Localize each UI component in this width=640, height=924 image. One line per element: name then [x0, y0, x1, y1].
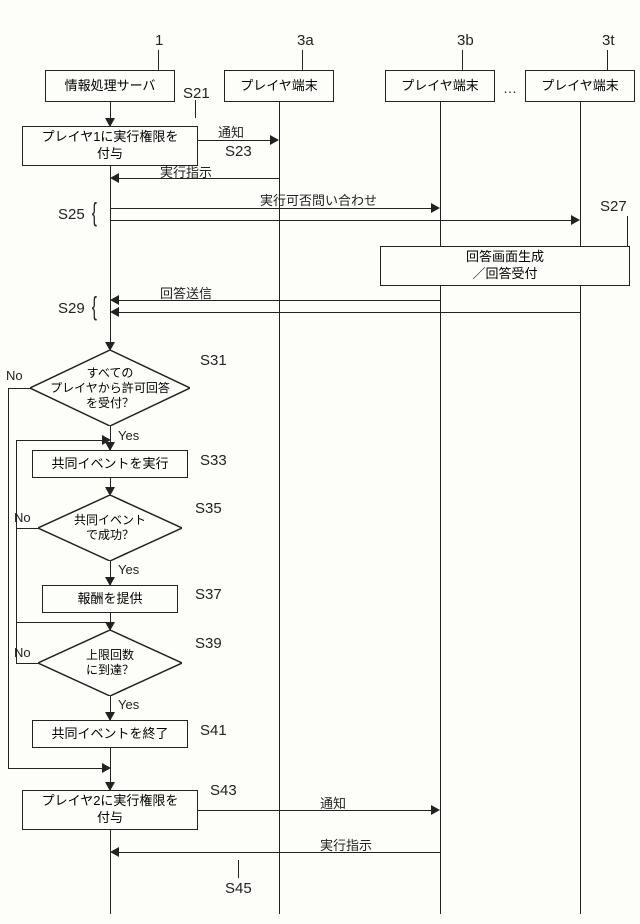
arrow-head	[270, 135, 279, 145]
leader	[158, 50, 159, 70]
leader-s21	[195, 100, 196, 118]
arrow-head	[431, 203, 440, 213]
arrow-head	[102, 763, 111, 773]
no-s35-h2	[16, 622, 110, 623]
arrow-instruct2	[119, 852, 440, 853]
no-s39-h	[16, 663, 38, 664]
lifeline-pt	[580, 102, 581, 914]
leader	[607, 50, 608, 70]
arrow-reply-pt	[119, 312, 580, 313]
no-s31-h	[8, 388, 30, 389]
actor-pt-box: プレイヤ端末	[525, 70, 635, 102]
no-s31-h2	[8, 768, 102, 769]
arrow-head	[105, 577, 115, 586]
arrow-head	[105, 487, 115, 496]
diamond-s35	[38, 495, 182, 561]
msg-instruct2: 実行指示	[320, 835, 372, 854]
arrow-head	[110, 173, 119, 183]
step-s37: S37	[195, 586, 222, 603]
arrow-head	[105, 342, 115, 351]
box-grant1: プレイヤ1に実行権限を付与	[22, 126, 198, 166]
brace-s29: {	[92, 293, 97, 319]
diamond-s31	[30, 350, 190, 426]
arrow-head	[110, 847, 119, 857]
arrow-notify2	[198, 810, 431, 811]
actor-server-num: 1	[155, 32, 163, 49]
arrow-head	[110, 307, 119, 317]
yes-s39: Yes	[118, 697, 139, 712]
actor-server-box: 情報処理サーバ	[45, 70, 175, 102]
step-s25: S25	[58, 206, 85, 223]
yes-s35: Yes	[118, 562, 139, 577]
actor-p2-num: 3b	[457, 32, 474, 49]
msg-instruct1: 実行指示	[160, 162, 212, 181]
arrow-head	[105, 782, 115, 791]
no-s31: No	[6, 368, 23, 383]
arrow-head	[105, 118, 115, 127]
msg-query: 実行可否問い合わせ	[260, 190, 377, 209]
leader	[462, 50, 463, 70]
box-s43: プレイヤ2に実行権限を付与	[22, 790, 198, 830]
box-s37: 報酬を提供	[42, 585, 178, 613]
arrow-head	[110, 295, 119, 305]
step-s35: S35	[195, 500, 222, 517]
actor-pt-num: 3t	[602, 32, 615, 49]
yes-s31: Yes	[118, 428, 139, 443]
step-s43: S43	[210, 782, 237, 799]
msg-notify2: 通知	[320, 793, 346, 812]
step-s31: S31	[200, 352, 227, 369]
arrow-head	[102, 435, 111, 445]
arrow-query-p2	[110, 208, 431, 209]
no-s35-h	[16, 528, 38, 529]
arrow-reply-p2	[119, 300, 440, 301]
lifeline-p2	[440, 102, 441, 914]
arrow-head	[105, 622, 115, 631]
msg-notify1: 通知	[218, 122, 244, 141]
leader-s27	[627, 216, 628, 246]
box-s27: 回答画面生成／回答受付	[380, 246, 630, 286]
actor-p2-box: プレイヤ端末	[385, 70, 495, 102]
step-s27: S27	[600, 198, 627, 215]
step-s29: S29	[58, 300, 85, 317]
arrow-head	[571, 215, 580, 225]
step-s39: S39	[195, 635, 222, 652]
arrow-query-pt	[110, 220, 571, 221]
actor-p1-box: プレイヤ端末	[224, 70, 334, 102]
lifeline-p1	[279, 102, 280, 914]
step-s33: S33	[200, 452, 227, 469]
no-s39-h2	[16, 440, 102, 441]
actor-dots: …	[503, 80, 519, 96]
step-s41: S41	[200, 722, 227, 739]
sequence-flowchart: 1 3a 3b 3t 情報処理サーバ プレイヤ端末 プレイヤ端末 … プレイヤ端…	[0, 0, 640, 924]
box-s41: 共同イベントを終了	[32, 720, 188, 748]
leader	[302, 50, 303, 70]
step-s21: S21	[183, 85, 210, 102]
step-s45: S45	[225, 880, 252, 897]
step-s23: S23	[225, 143, 252, 160]
no-s31-v	[8, 388, 9, 768]
actor-p1-num: 3a	[297, 32, 314, 49]
arrow-head	[105, 712, 115, 721]
no-s39-v	[16, 440, 17, 663]
brace-s25: {	[92, 199, 97, 225]
leader-s45	[238, 860, 239, 878]
diamond-s39	[38, 630, 182, 696]
arrow-head	[431, 805, 440, 815]
box-s33: 共同イベントを実行	[32, 450, 188, 478]
